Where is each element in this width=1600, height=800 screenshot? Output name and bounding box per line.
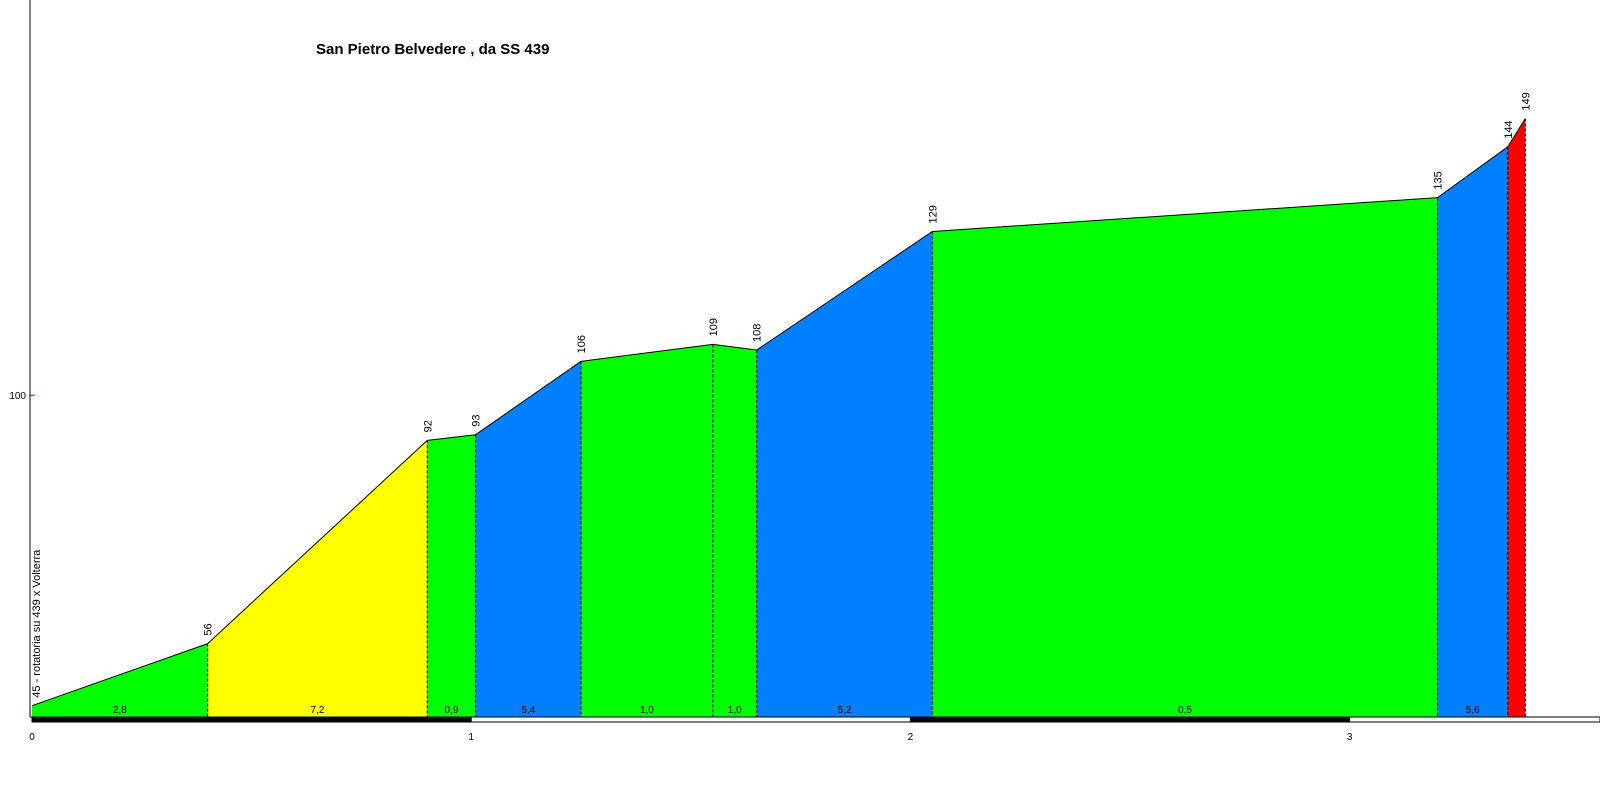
profile-segment [475,361,582,717]
segment-dividers [207,118,1526,717]
distance-bar-unit [470,716,911,723]
profile-segment [427,434,476,717]
distance-bar-unit [31,716,472,723]
elevation-label: 109 [708,318,720,336]
elevation-label: 92 [422,420,434,432]
segment-gradient-label: 1,0 [728,705,742,716]
profile-segment [712,344,757,717]
profile-outline [475,360,582,436]
profile-outline [712,343,757,351]
profile-outline [1437,146,1509,199]
elevation-label: 149 [1520,92,1532,110]
segment-gradient-label: 1,0 [640,705,654,716]
profile-segment [756,231,933,717]
profile-outline [31,643,208,707]
x-tick-label: 0 [29,732,35,743]
x-tick-label: 3 [1347,732,1353,743]
profile-segment [207,440,428,717]
segment-gradient-label: 7,2 [311,705,325,716]
segment-gradient-label: 5,2 [838,705,852,716]
profile-segment [932,197,1438,718]
elevation-label: 144 [1503,120,1515,138]
labels: 2,8 7,2 0,9 5,4 1,0 1,0 5,2 0,5 5,6 56 92 93 106 109 1… [9,92,1532,743]
segment-gradient-label: 2,8 [113,705,127,716]
segment-gradient-label: 0,9 [444,705,458,716]
axes [29,0,35,717]
profile-outline [932,197,1438,232]
profile-outline [756,231,933,351]
profile-segment [1507,118,1526,717]
elevation-label: 129 [927,205,939,223]
x-distance-bar [30,716,1600,723]
elevation-label: 108 [752,324,764,342]
profile-outline [1507,118,1526,148]
elevation-label: 135 [1432,171,1444,189]
distance-bar-unit [909,716,1351,723]
segment-gradient-label: 5,6 [1466,705,1480,716]
elevation-label: 106 [576,335,588,353]
profile-outline [207,439,428,644]
elevation-label: 93 [471,414,483,426]
profile-outline [427,434,476,441]
x-tick-label: 1 [468,732,474,743]
elevation-label: 56 [203,623,215,635]
segment-gradient-label: 0,5 [1178,705,1192,716]
distance-bar-unit [1349,716,1600,723]
y-tick-label: 100 [9,391,26,402]
profile-outline [580,343,713,362]
x-tick-label: 2 [908,732,914,743]
segment-gradient-label: 5,4 [521,705,535,716]
chart-title: San Pietro Belvedere , da SS 439 [316,41,549,58]
profile-segment [581,344,713,717]
profile-segment [1437,146,1508,717]
start-location-label: 45 - rotatoria su 439 x Volterra [31,549,43,698]
profile-areas [31,118,1526,718]
profile-segment [32,643,208,717]
